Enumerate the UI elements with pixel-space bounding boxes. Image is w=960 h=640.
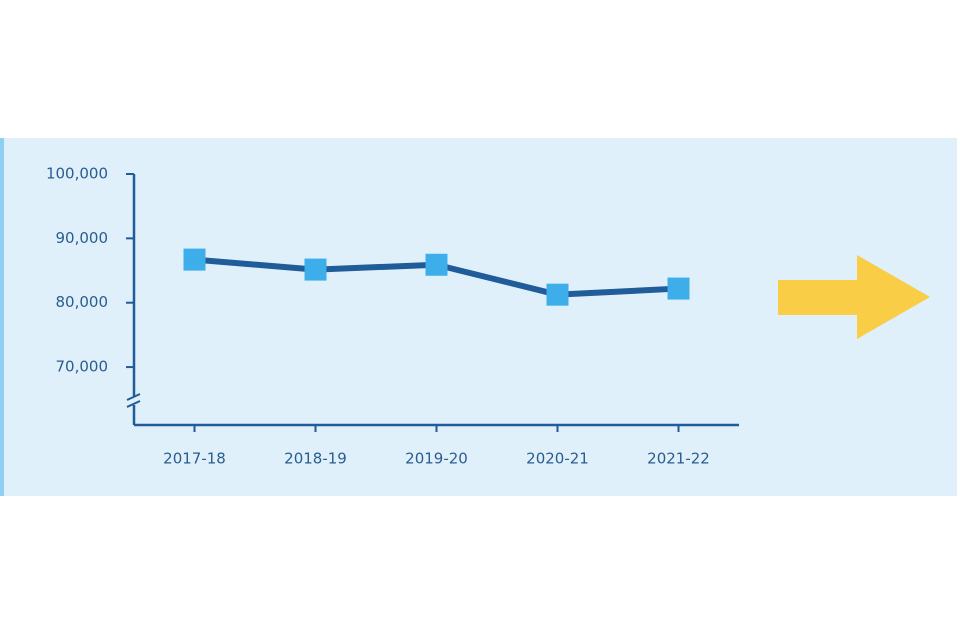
marker [546,283,569,306]
x-tick-label: 2021-22 [647,450,710,468]
x-tick-label: 2018-19 [284,450,347,468]
y-tick-label: 80,000 [56,293,109,311]
panel-edge [0,138,4,496]
x-tick-label: 2020-21 [526,450,589,468]
x-tick-label: 2019-20 [405,450,468,468]
y-tick-label: 90,000 [56,229,109,247]
marker [183,248,206,271]
axis-break-gap [126,396,142,405]
marker [667,277,690,300]
x-tick-label: 2017-18 [163,450,226,468]
y-tick-label: 100,000 [46,165,108,183]
axis-break [126,393,141,401]
axis-break [126,400,141,408]
y-tick-label: 70,000 [56,358,109,376]
arrow [778,255,930,339]
marker [304,258,327,281]
marker [425,253,448,276]
panel [0,138,957,496]
